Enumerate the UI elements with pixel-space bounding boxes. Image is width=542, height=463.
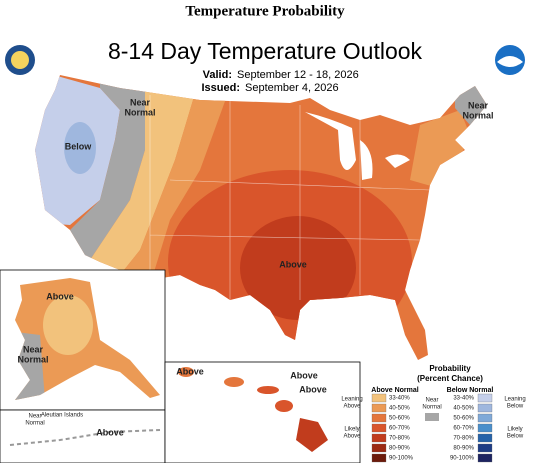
legend: Probability(Percent Chance) Above Normal 3… xyxy=(341,364,526,463)
map-label: Near xyxy=(130,97,151,107)
hawaii-map xyxy=(178,367,328,452)
legend-bin: 50-60% xyxy=(453,416,474,422)
legend-bin: 70-80% xyxy=(389,436,410,442)
legend-bin: 90-100% xyxy=(450,456,475,462)
legend-subtitle: (Percent Chance) xyxy=(417,374,483,383)
zone-33-40 xyxy=(90,75,205,275)
zone-below xyxy=(35,75,120,225)
page-title: Temperature Probability xyxy=(185,3,345,19)
map-label: Normal xyxy=(462,110,493,120)
ak-near xyxy=(15,330,45,400)
legend-swatch xyxy=(477,433,493,443)
hawaii-inset xyxy=(164,361,361,463)
map-title: 8-14 Day Temperature Outlook xyxy=(108,38,423,64)
map-label: Normal xyxy=(124,107,155,117)
legend-leaning: Below xyxy=(507,404,524,410)
legend-swatch xyxy=(371,453,387,463)
map-label: Near xyxy=(468,100,489,110)
map-label: Normal xyxy=(25,421,44,427)
legend-leaning: Leaning xyxy=(341,397,362,403)
map-label: Above xyxy=(290,370,318,380)
legend-swatch xyxy=(477,413,493,423)
legend-bin: 80-90% xyxy=(453,446,474,452)
map-label: Above xyxy=(176,366,204,376)
legend-bin: 90-100% xyxy=(389,456,414,462)
doc-logo-inner xyxy=(11,51,29,69)
island xyxy=(257,386,279,394)
legend-leaning: Leaning xyxy=(504,397,525,403)
legend-bin: 33-40% xyxy=(453,396,474,402)
legend-near: Normal xyxy=(422,405,441,411)
valid-dates: September 12 - 18, 2026 xyxy=(237,69,359,81)
map-label: Above xyxy=(299,384,327,394)
legend-bin: 33-40% xyxy=(389,396,410,402)
legend-likely: Likely xyxy=(507,427,522,433)
issued-date: September 4, 2026 xyxy=(245,82,339,94)
ak-33-40 xyxy=(43,295,93,355)
legend-bin: 40-50% xyxy=(453,406,474,412)
map-label: Aleutian Islands xyxy=(41,413,83,419)
zone-40-50-ne xyxy=(410,110,470,190)
island xyxy=(296,418,328,452)
map-labels: NearNormalBelowNearNormalAboveAboveNearN… xyxy=(17,97,493,437)
legend-swatch xyxy=(371,413,387,423)
map-label: Near xyxy=(23,344,44,354)
map-label: Normal xyxy=(17,354,48,364)
legend-leaning: Above xyxy=(343,404,361,410)
legend-swatch xyxy=(371,403,387,413)
legend-swatch xyxy=(477,393,493,403)
zone-70-80 xyxy=(240,216,356,320)
zone-near-west xyxy=(60,75,150,260)
map-label: Near xyxy=(28,414,41,420)
issued-label: Issued: xyxy=(201,82,240,94)
legend-swatch xyxy=(477,453,493,463)
legend-swatch xyxy=(477,443,493,453)
noaa-logo-wave xyxy=(497,56,523,67)
legend-bin: 80-90% xyxy=(389,446,410,452)
legend-likely: Above xyxy=(343,434,361,440)
legend-swatch xyxy=(371,423,387,433)
island xyxy=(275,400,293,412)
legend-heading: Above Normal xyxy=(371,387,419,394)
legend-likely: Below xyxy=(507,434,524,440)
legend-near: Near xyxy=(425,398,438,404)
valid-label: Valid: xyxy=(203,69,232,81)
legend-bin: 60-70% xyxy=(389,426,410,432)
legend-swatch xyxy=(371,393,387,403)
legend-swatch xyxy=(477,423,493,433)
legend-swatch-near xyxy=(425,413,439,421)
legend-heading: Below Normal xyxy=(447,387,494,394)
map-label: Above xyxy=(46,291,74,301)
legend-likely: Likely xyxy=(344,427,359,433)
map-label: Above xyxy=(279,259,307,269)
legend-bin: 70-80% xyxy=(453,436,474,442)
island xyxy=(178,367,194,377)
zone-below-40 xyxy=(64,122,96,174)
legend-bin: 60-70% xyxy=(453,426,474,432)
map-label: Above xyxy=(96,427,124,437)
state-lines xyxy=(149,95,431,300)
legend-title: Probability xyxy=(429,364,471,373)
legend-swatch xyxy=(371,433,387,443)
legend-bin: 40-50% xyxy=(389,406,410,412)
legend-swatch xyxy=(477,403,493,413)
legend-swatch xyxy=(371,443,387,453)
map-label: Below xyxy=(65,141,93,151)
legend-bin: 50-60% xyxy=(389,416,410,422)
island xyxy=(224,377,244,387)
